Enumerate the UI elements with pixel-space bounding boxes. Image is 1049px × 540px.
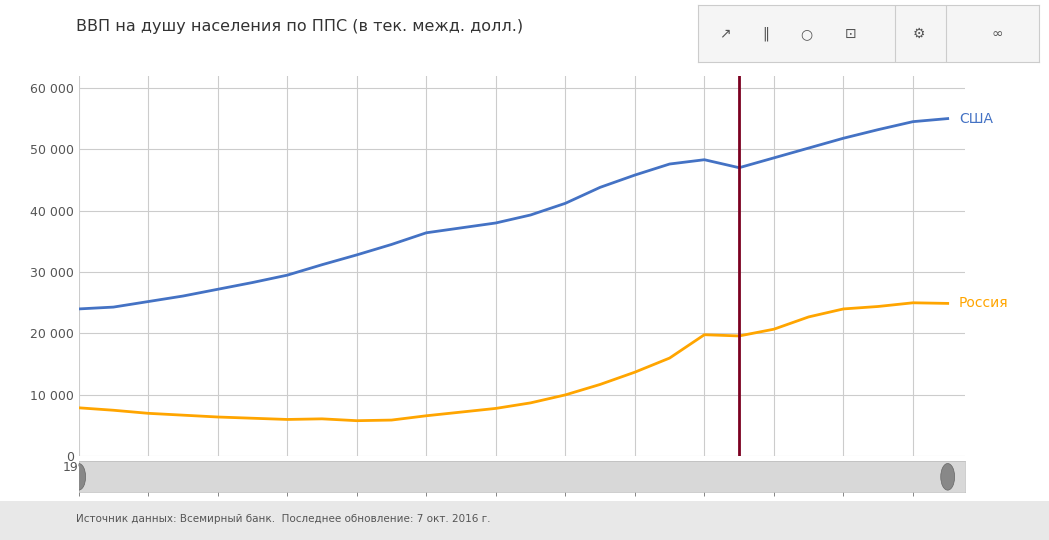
Text: ‖: ‖ xyxy=(763,26,769,41)
Text: ⊡: ⊡ xyxy=(845,27,857,40)
Text: ↗: ↗ xyxy=(719,27,731,40)
Text: ∞: ∞ xyxy=(992,27,1003,40)
Text: ВВП на душу населения по ППС (в тек. межд. долл.): ВВП на душу населения по ППС (в тек. меж… xyxy=(76,19,522,34)
Text: ⚙: ⚙ xyxy=(913,27,925,40)
Text: Россия: Россия xyxy=(959,296,1008,310)
Text: Источник данных: Всемирный банк.  Последнее обновление: 7 окт. 2016 г.: Источник данных: Всемирный банк. Последн… xyxy=(76,515,490,524)
Ellipse shape xyxy=(71,463,86,490)
Ellipse shape xyxy=(941,463,955,490)
Text: США: США xyxy=(959,112,992,126)
Text: ○: ○ xyxy=(800,27,813,40)
